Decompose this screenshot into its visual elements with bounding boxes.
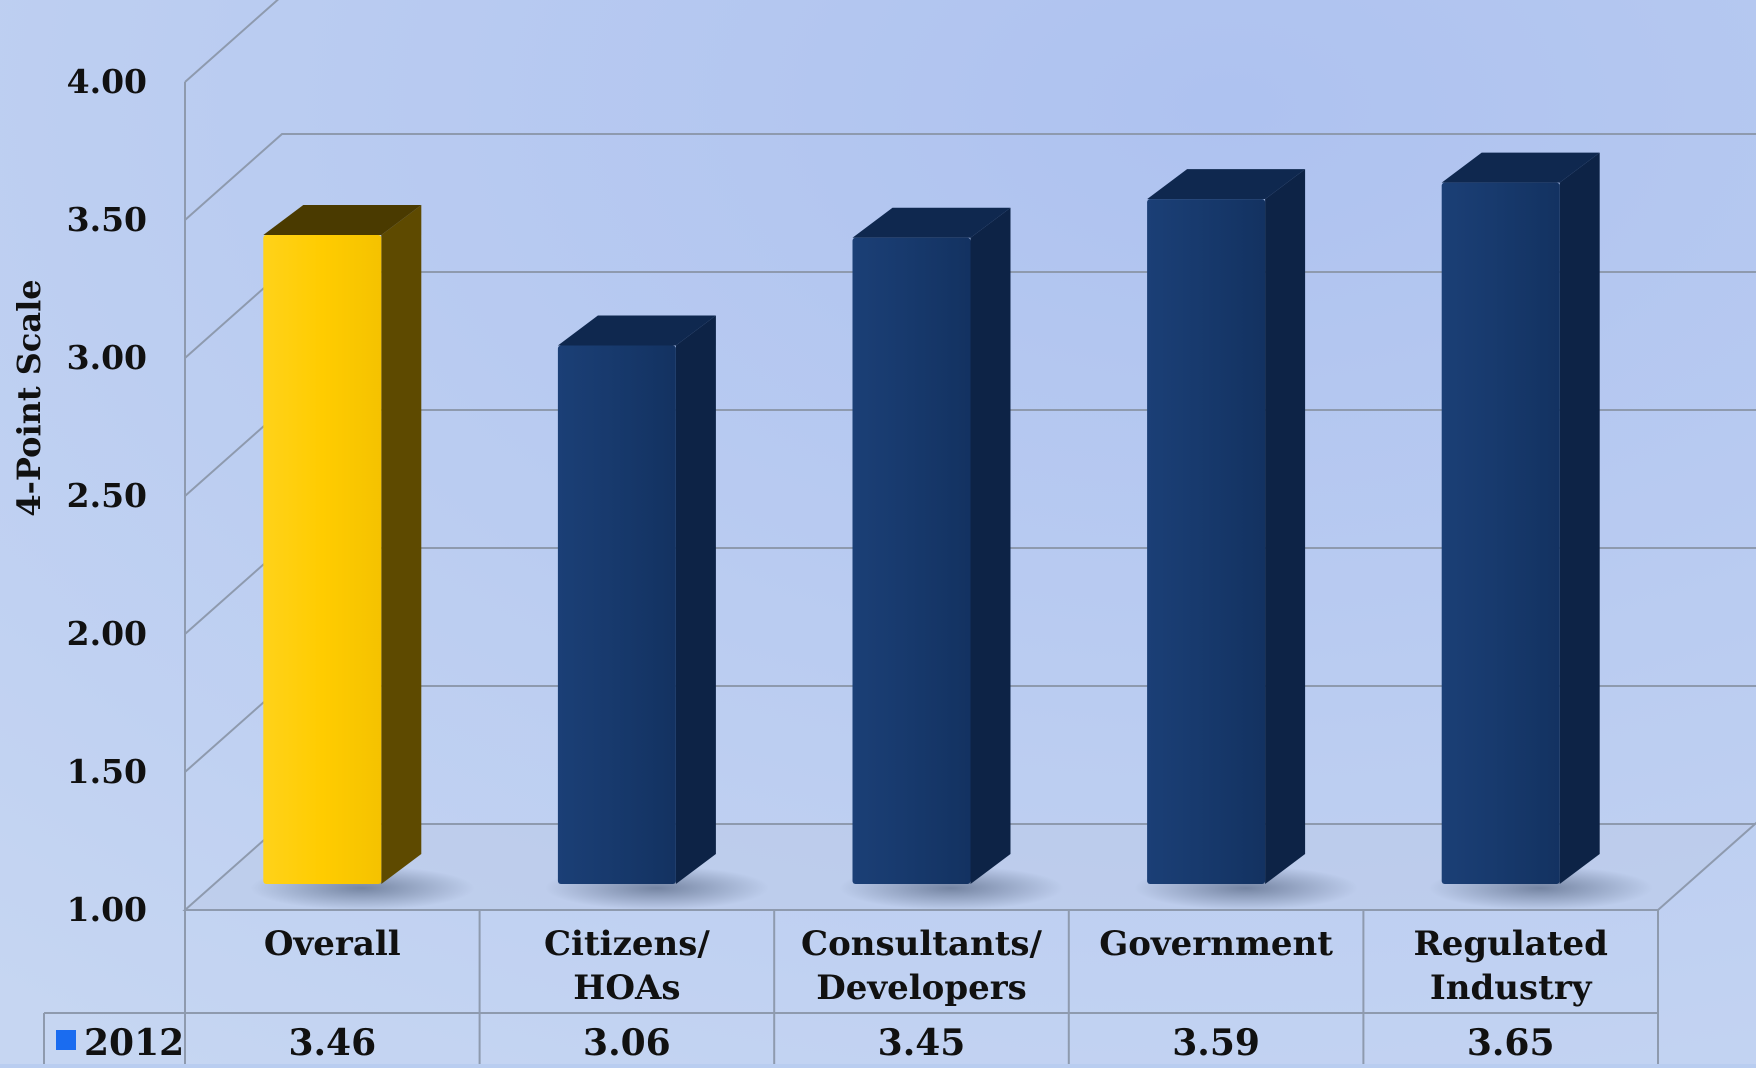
category-label: Consultants/Developers bbox=[801, 924, 1043, 1008]
y-tick-label: 3.50 bbox=[67, 200, 147, 239]
bar bbox=[544, 315, 770, 910]
y-tick-label: 2.50 bbox=[67, 476, 147, 515]
category-label: Regulated Industry bbox=[1413, 924, 1607, 1008]
category-label: Government bbox=[1099, 924, 1333, 964]
bar-side bbox=[970, 207, 1011, 885]
y-tick-label: 4.00 bbox=[67, 62, 147, 101]
y-tick-label: 2.00 bbox=[67, 614, 147, 653]
y-tick-label: 1.50 bbox=[67, 752, 147, 791]
y-axis-ticks: 1.00 1.50 2.00 2.50 3.00 3.50 4.00 bbox=[67, 62, 147, 929]
bar-side bbox=[1559, 152, 1600, 885]
value-label: 3.46 bbox=[288, 1022, 376, 1064]
value-label: 3.45 bbox=[878, 1022, 966, 1064]
bar-side bbox=[1265, 169, 1306, 884]
bar-side bbox=[381, 205, 422, 885]
bar-front bbox=[1441, 182, 1560, 885]
bar-top bbox=[1441, 152, 1600, 183]
category-label: Citizens/HOAs bbox=[544, 924, 710, 1008]
category-label: Overall bbox=[264, 924, 401, 964]
data-table: Overall 3.46 Citizens/HOAs 3.06 Consultants/… bbox=[43, 909, 1659, 1064]
bar-top bbox=[263, 205, 422, 236]
gridline bbox=[184, 0, 279, 83]
gridline bbox=[184, 133, 1756, 221]
bar-top bbox=[557, 315, 716, 346]
bar-top bbox=[852, 207, 1011, 238]
bar-top bbox=[1147, 169, 1306, 200]
bars bbox=[250, 152, 1653, 910]
bar bbox=[250, 205, 475, 910]
legend-series-label: 2012 bbox=[84, 1022, 184, 1064]
bar-front bbox=[263, 235, 382, 885]
bar-side bbox=[675, 315, 716, 884]
bar-front bbox=[852, 237, 971, 885]
value-label: 3.59 bbox=[1172, 1022, 1260, 1064]
bar bbox=[1428, 152, 1653, 910]
bar bbox=[1134, 169, 1359, 910]
y-axis-label: 4-Point Scale bbox=[10, 279, 48, 516]
bar bbox=[839, 207, 1064, 910]
legend-marker bbox=[56, 1030, 76, 1050]
value-label: 3.06 bbox=[583, 1022, 671, 1064]
bar-front bbox=[557, 345, 676, 884]
bar-front bbox=[1147, 199, 1266, 884]
y-tick-label: 3.00 bbox=[67, 338, 147, 377]
y-tick-label: 1.00 bbox=[67, 890, 147, 929]
value-label: 3.65 bbox=[1467, 1022, 1555, 1064]
